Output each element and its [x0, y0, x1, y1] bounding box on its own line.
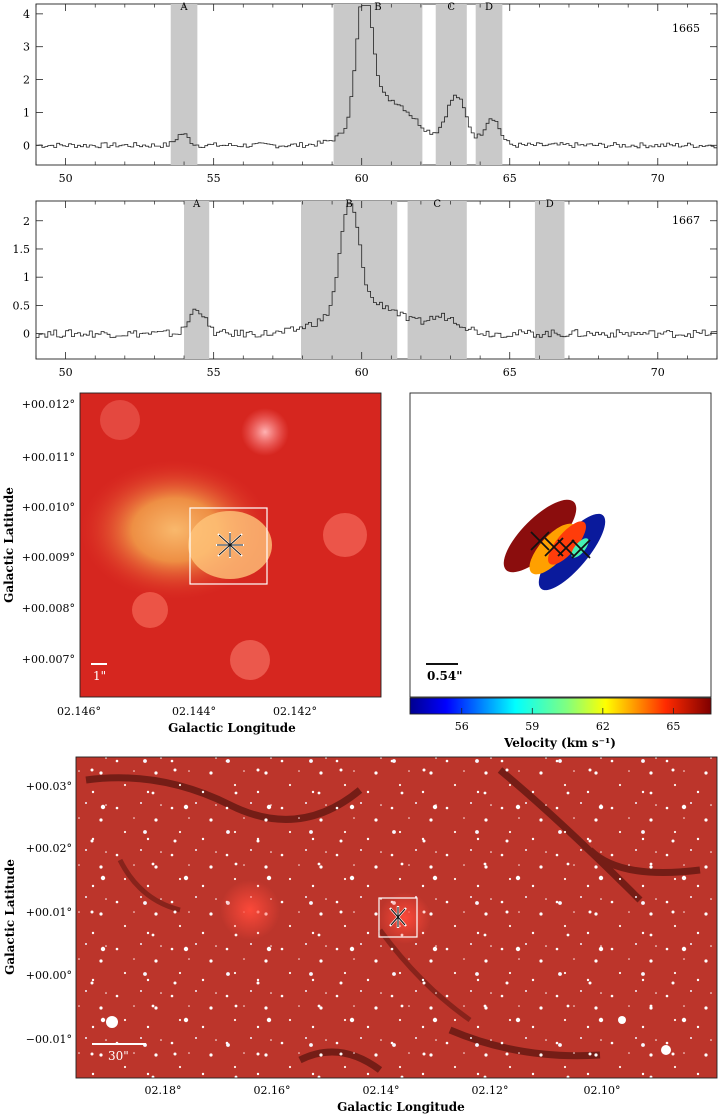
- velocity-band: [170, 4, 198, 165]
- zoom-map-frame: [79, 392, 382, 698]
- y-tick-label: 2: [23, 215, 30, 228]
- velocity-band-label: D: [485, 2, 493, 13]
- x-tick-label: 65: [503, 366, 517, 379]
- spectrum-1665-ticks: 50 55 60 65 70 0 1 2 3 4: [23, 4, 718, 185]
- velocity-band: [300, 201, 398, 359]
- y-tick-label: 0: [23, 328, 30, 341]
- colorbar-tick-label: 62: [596, 720, 610, 733]
- spectrum-1665-label: 1665: [672, 22, 700, 35]
- y-tick-label: 1: [23, 106, 30, 119]
- wide-map-xtick-label: 02.14°: [363, 1084, 400, 1097]
- zoom-map-scalebar-label: 1": [93, 669, 106, 683]
- zoom-map-ytick-label: +00.008°: [22, 602, 75, 615]
- zoom-map-pink-blob: [241, 408, 289, 456]
- x-tick-label: 50: [59, 366, 73, 379]
- wide-map-selection-box: [378, 897, 418, 938]
- zoom-map-ytick-label: +00.011°: [22, 451, 75, 464]
- x-tick-label: 65: [503, 172, 517, 185]
- zoom-map-xtick-label: 02.142°: [273, 705, 317, 718]
- velocity-band: [475, 4, 503, 165]
- velocity-band-label: B: [374, 2, 381, 13]
- zoom-map-blob: [230, 640, 270, 680]
- velocity-colorbar: [409, 697, 712, 715]
- wide-map-xtick-label: 02.16°: [254, 1084, 291, 1097]
- x-tick-label: 50: [59, 172, 73, 185]
- y-tick-label: 1.5: [13, 243, 31, 256]
- zoom-map-ytick-label: +00.012°: [22, 398, 75, 411]
- zoom-map-ytick-label: +00.007°: [22, 653, 75, 666]
- zoom-map-selection-box: [189, 507, 268, 585]
- x-tick-label: 60: [355, 172, 369, 185]
- spectrum-1667-label: 1667: [672, 214, 700, 227]
- zoom-map-ytick-label: +00.009°: [22, 551, 75, 564]
- zoom-map-panel: 1" 02.146° 02.144° 02.142° Galactic Long…: [2, 392, 382, 735]
- velocity-band-label: A: [192, 199, 201, 210]
- x-tick-label: 55: [207, 172, 221, 185]
- spectrum-1667-bands: A B C D: [184, 199, 565, 359]
- y-tick-label: 0.5: [13, 299, 31, 312]
- wide-map-nebula: [220, 880, 280, 940]
- zoom-map-ylabel: Galactic Latitude: [2, 487, 16, 603]
- zoom-map-xtick-label: 02.144°: [172, 705, 216, 718]
- zoom-map-xtick-label: 02.146°: [57, 705, 101, 718]
- zoom-map-ytick-label: +00.010°: [22, 501, 75, 514]
- wide-map-bright-star: [106, 1016, 118, 1028]
- maser-spot-markers: [530, 531, 591, 559]
- wide-map-xtick-label: 02.12°: [472, 1084, 509, 1097]
- x-tick-label: 60: [355, 366, 369, 379]
- velocity-band-label: C: [433, 199, 441, 210]
- spectrum-1667-panel: A B C D 50 55 60 65 70 0 0.5 1 1.5 2 1667: [13, 199, 718, 379]
- colorbar-tick-label: 65: [666, 720, 680, 733]
- spot-map-panel: 0.54" 56 59 62 65 Velocity (km s⁻¹): [409, 392, 712, 750]
- wide-map-ytick-label: +00.00°: [26, 969, 72, 982]
- colorbar-tick-label: 59: [525, 720, 539, 733]
- velocity-band: [333, 4, 423, 165]
- wide-map-ytick-label: −00.01°: [26, 1033, 72, 1046]
- x-tick-label: 70: [651, 172, 665, 185]
- y-tick-label: 0: [23, 139, 30, 152]
- wide-map-xtick-label: 02.18°: [145, 1084, 182, 1097]
- velocity-band-label: D: [546, 199, 554, 210]
- velocity-band: [435, 4, 467, 165]
- wide-map-bright-star: [661, 1045, 671, 1055]
- y-tick-label: 2: [23, 74, 30, 87]
- wide-map-xtick-label: 02.10°: [584, 1084, 621, 1097]
- zoom-map-blob: [132, 592, 168, 628]
- velocity-colorbar-label: Velocity (km s⁻¹): [503, 736, 616, 750]
- wide-map-panel: 30" 02.18° 02.16° 02.14° 02.12° 02.10° G…: [3, 756, 718, 1114]
- maser-spot-ellipse: [503, 499, 577, 573]
- zoom-map-blob: [323, 513, 367, 557]
- wide-map-ytick-label: +00.03°: [26, 780, 72, 793]
- wide-map-ylabel: Galactic Latitude: [3, 859, 17, 975]
- wide-map-ytick-label: +00.01°: [26, 906, 72, 919]
- spot-map-scalebar-label: 0.54": [427, 669, 462, 683]
- y-tick-label: 1: [23, 271, 30, 284]
- velocity-band: [407, 201, 467, 359]
- wide-map-ytick-label: +00.02°: [26, 842, 72, 855]
- velocity-band-label: B: [345, 199, 352, 210]
- zoom-map-blob: [100, 400, 140, 440]
- colorbar-tick-label: 56: [455, 720, 469, 733]
- x-tick-label: 55: [207, 366, 221, 379]
- y-tick-label: 4: [23, 8, 30, 21]
- maser-spot-ellipse: [548, 521, 586, 565]
- spectrum-1667-ticks: 50 55 60 65 70 0 0.5 1 1.5 2: [13, 201, 718, 379]
- velocity-band-label: C: [447, 2, 455, 13]
- x-tick-label: 70: [651, 366, 665, 379]
- zoom-map-xlabel: Galactic Longitude: [168, 721, 296, 735]
- wide-map-scalebar-label: 30": [108, 1049, 129, 1063]
- y-tick-label: 3: [23, 41, 30, 54]
- spectrum-1667-trace: [36, 203, 718, 338]
- wide-map-bright-star: [618, 1016, 626, 1024]
- wide-map-xlabel: Galactic Longitude: [337, 1100, 465, 1114]
- velocity-colorbar-ticks: 56 59 62 65: [455, 708, 680, 733]
- velocity-band: [184, 201, 210, 359]
- wide-map-frame: [75, 756, 718, 1079]
- wide-map-nebula: [379, 892, 431, 944]
- spectrum-1665-trace: [36, 5, 718, 149]
- velocity-band: [534, 201, 565, 359]
